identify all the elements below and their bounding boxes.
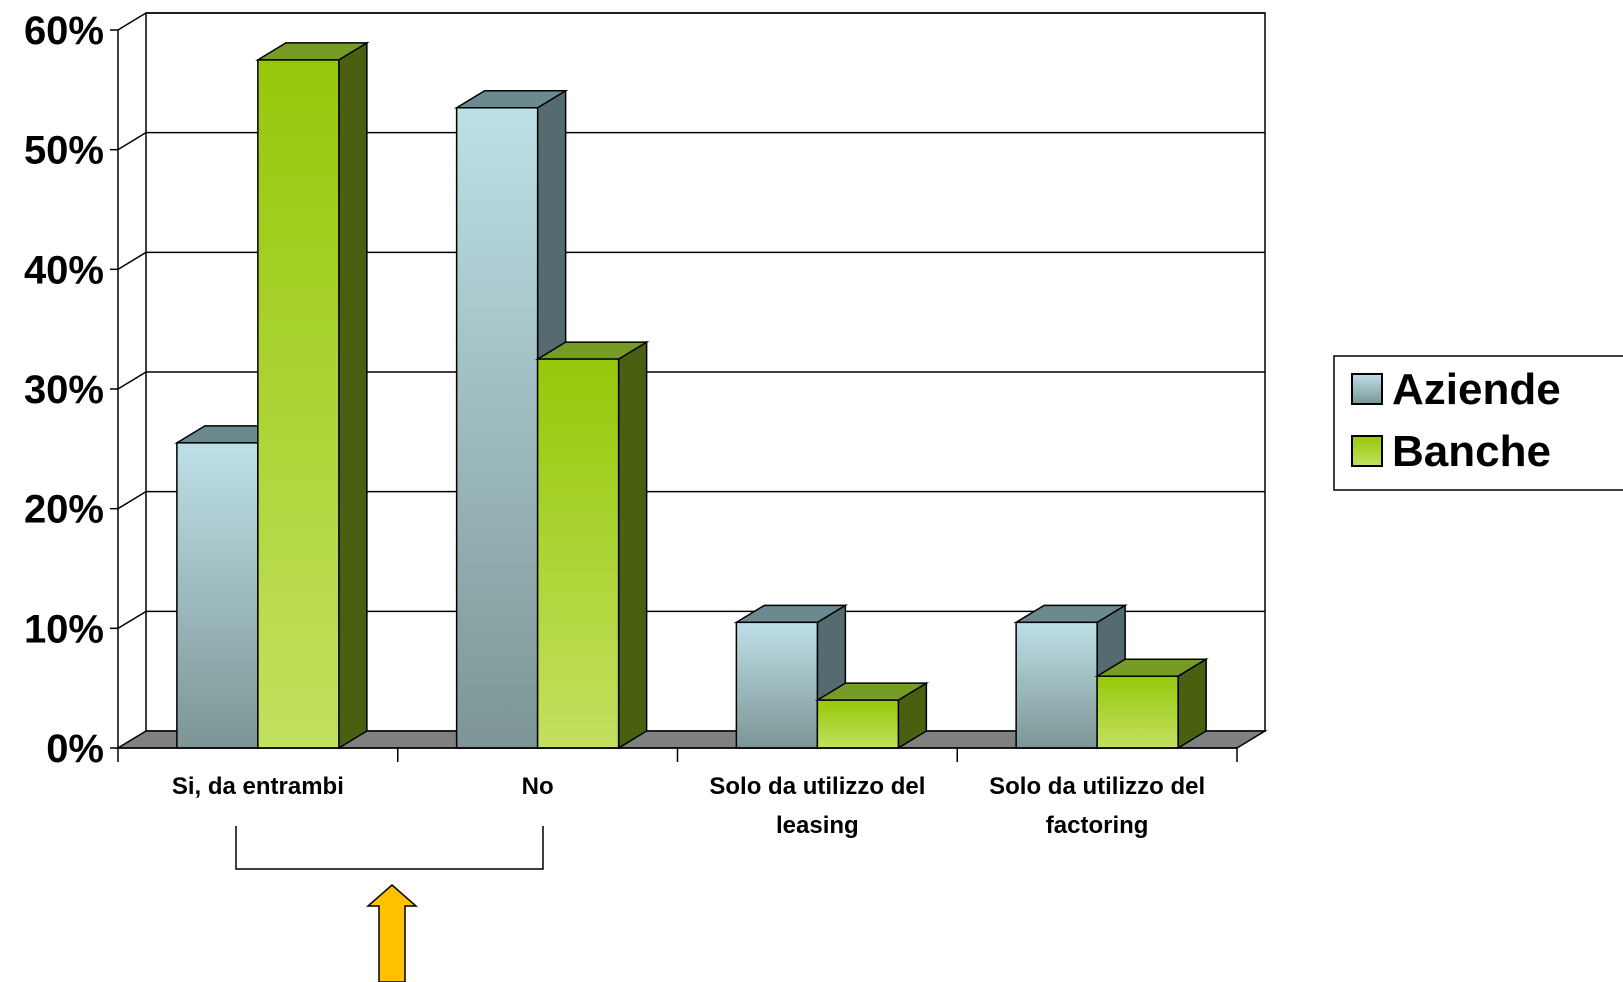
axes — [110, 29, 1238, 762]
bar-banche — [1094, 657, 1209, 750]
legend: Aziende Banche — [1333, 355, 1623, 491]
y-tick-label: 50% — [24, 129, 104, 173]
bars — [174, 41, 1209, 750]
gridline-side — [117, 251, 147, 270]
y-tick-label: 40% — [24, 248, 104, 292]
bar-front — [1096, 675, 1179, 749]
bar-front — [176, 442, 259, 749]
axis-labels: 0% 10% 20% 30% 40% 50% 60% Si, da entrambi No Sol… — [24, 9, 1205, 839]
legend-swatch-banche — [1351, 435, 1383, 467]
bar-front — [257, 59, 340, 749]
gridline-side — [117, 491, 147, 510]
bar-front — [816, 699, 900, 749]
bar-banche — [534, 340, 650, 750]
legend-swatch-aziende — [1351, 373, 1383, 405]
bar-banche — [255, 41, 370, 750]
y-tick-label: 0% — [46, 727, 104, 771]
y-tick-label: 60% — [24, 9, 104, 53]
bar-front — [536, 358, 620, 749]
bar-side — [617, 340, 648, 750]
legend-label-aziende: Aziende — [1392, 365, 1561, 414]
y-tick-label: 10% — [24, 607, 104, 651]
y-tick-label: 20% — [24, 488, 104, 532]
y-tick-label: 30% — [24, 368, 104, 412]
gridline-side — [117, 610, 147, 629]
bar-aziende — [733, 604, 849, 750]
gridline-side — [117, 12, 147, 31]
up-arrow-icon — [366, 884, 418, 982]
bar-banche — [814, 681, 930, 750]
gridline-side — [117, 371, 147, 390]
bar-front — [735, 621, 819, 749]
x-tick-label: Solo da utilizzo del — [989, 773, 1205, 800]
annotations — [235, 826, 544, 982]
bar-front — [455, 107, 539, 749]
group-bracket — [235, 826, 544, 870]
x-tick-label: No — [522, 773, 554, 800]
x-tick-label: leasing — [776, 812, 859, 839]
legend-label-banche: Banche — [1392, 427, 1551, 476]
x-tick-label: Solo da utilizzo del — [709, 773, 925, 800]
bar-front — [1015, 621, 1098, 749]
x-tick-label: factoring — [1046, 812, 1149, 839]
gridline-side — [117, 132, 147, 151]
bar-side — [338, 41, 368, 750]
x-tick-label: Si, da entrambi — [172, 773, 344, 800]
